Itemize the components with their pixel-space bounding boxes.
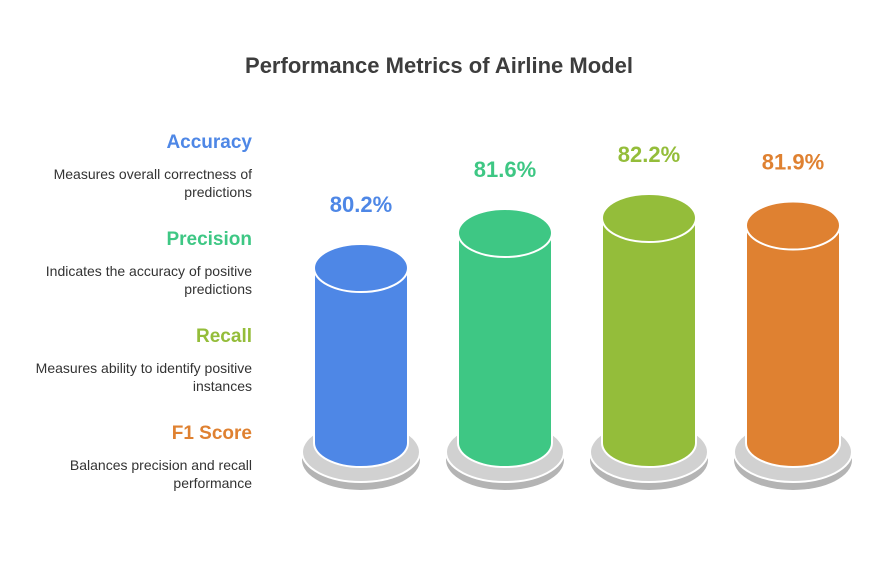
- cylinder-body: [745, 224, 841, 468]
- cylinder-top: [313, 243, 409, 293]
- legend-item-f1-score: F1 Score Balances precision and recall p…: [0, 423, 252, 492]
- legend-item-precision: Precision Indicates the accuracy of posi…: [0, 229, 252, 298]
- legend-name: Precision: [166, 229, 252, 250]
- legend-description: Balances precision and recall performanc…: [69, 457, 252, 491]
- legend-item-accuracy: Accuracy Measures overall correctness of…: [0, 132, 252, 201]
- legend-item-recall: Recall Measures ability to identify posi…: [0, 326, 252, 395]
- value-label: 81.9%: [762, 150, 824, 175]
- legend-description: Indicates the accuracy of positive predi…: [45, 263, 252, 297]
- cylinder-body: [313, 267, 409, 468]
- legend-name: F1 Score: [171, 423, 252, 444]
- cylinder-body: [601, 217, 697, 468]
- cylinder-top: [745, 200, 841, 251]
- value-label: 81.6%: [474, 157, 536, 182]
- legend: Accuracy Measures overall correctness of…: [0, 132, 252, 520]
- value-label: 80.2%: [330, 192, 392, 217]
- value-label: 82.2%: [618, 142, 680, 167]
- legend-name: Accuracy: [166, 132, 252, 153]
- cylinder-body: [457, 232, 553, 468]
- legend-description: Measures ability to identify positive in…: [35, 360, 252, 394]
- legend-description: Measures overall correctness of predicti…: [53, 166, 252, 200]
- legend-name: Recall: [196, 326, 252, 347]
- cylinder-top: [601, 193, 697, 243]
- chart-title: Performance Metrics of Airline Model: [245, 53, 633, 78]
- cylinder-top: [457, 208, 553, 258]
